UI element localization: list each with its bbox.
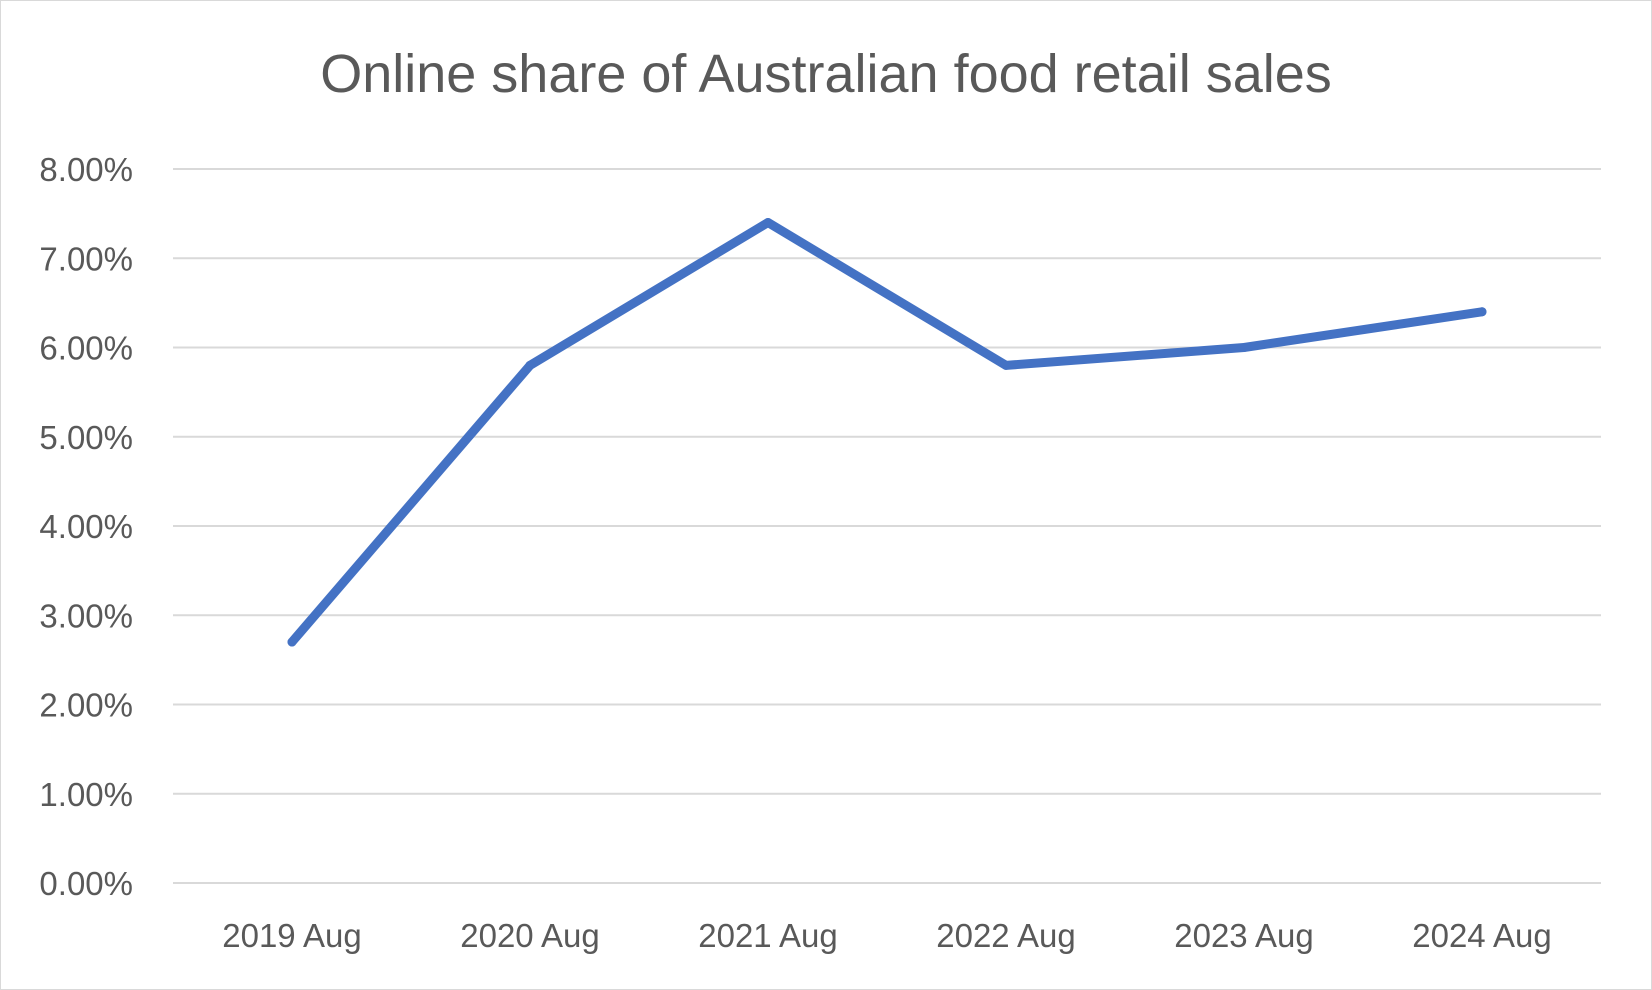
y-tick-label: 1.00% [39,776,133,813]
series-layer [287,218,1487,647]
y-axis-ticks: 0.00% 1.00% 2.00% 3.00% 4.00% 5.00% 6.00% 7.00%… [39,151,133,902]
data-point [287,637,297,647]
data-point [763,218,773,228]
x-tick-label: 2022 Aug [936,917,1075,954]
data-point [1477,307,1487,317]
gridlines [173,168,1601,884]
series-line [287,218,1487,647]
data-point [525,360,535,370]
y-tick-label: 6.00% [39,330,133,367]
y-tick-label: 7.00% [39,240,133,277]
y-tick-label: 8.00% [39,151,133,188]
chart-title: Online share of Australian food retail s… [320,44,1332,104]
y-tick-label: 5.00% [39,419,133,456]
data-point [1239,343,1249,352]
data-point [1001,360,1011,370]
y-tick-label: 3.00% [39,597,133,634]
x-tick-label: 2021 Aug [698,917,837,954]
y-tick-label: 4.00% [39,508,133,545]
x-tick-label: 2019 Aug [222,917,361,954]
x-tick-label: 2023 Aug [1174,917,1313,954]
x-tick-label: 2024 Aug [1412,917,1551,954]
x-tick-label: 2020 Aug [460,917,599,954]
y-tick-label: 2.00% [39,687,133,724]
y-tick-label: 0.00% [39,865,133,902]
x-axis-ticks: 2019 Aug 2020 Aug 2021 Aug 2022 Aug 2023 Aug… [222,917,1551,954]
